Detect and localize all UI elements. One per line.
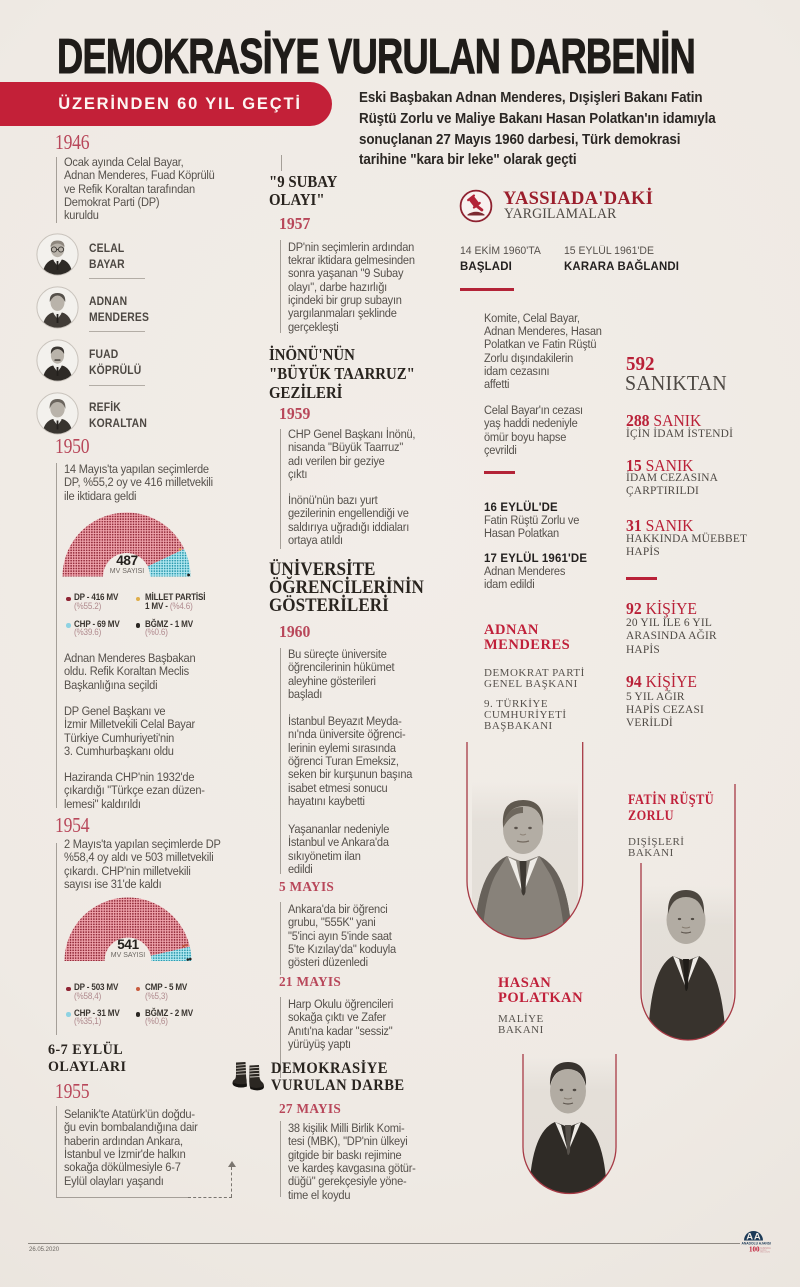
svg-text:YAŞINDA: YAŞINDA: [760, 1246, 771, 1250]
svg-text:100: 100: [749, 1246, 760, 1254]
svg-text:AA: AA: [746, 1232, 761, 1243]
svg-text:ANADOLU AJANSI: ANADOLU AJANSI: [742, 1241, 771, 1245]
svg-text:1920-2020: 1920-2020: [760, 1252, 771, 1254]
